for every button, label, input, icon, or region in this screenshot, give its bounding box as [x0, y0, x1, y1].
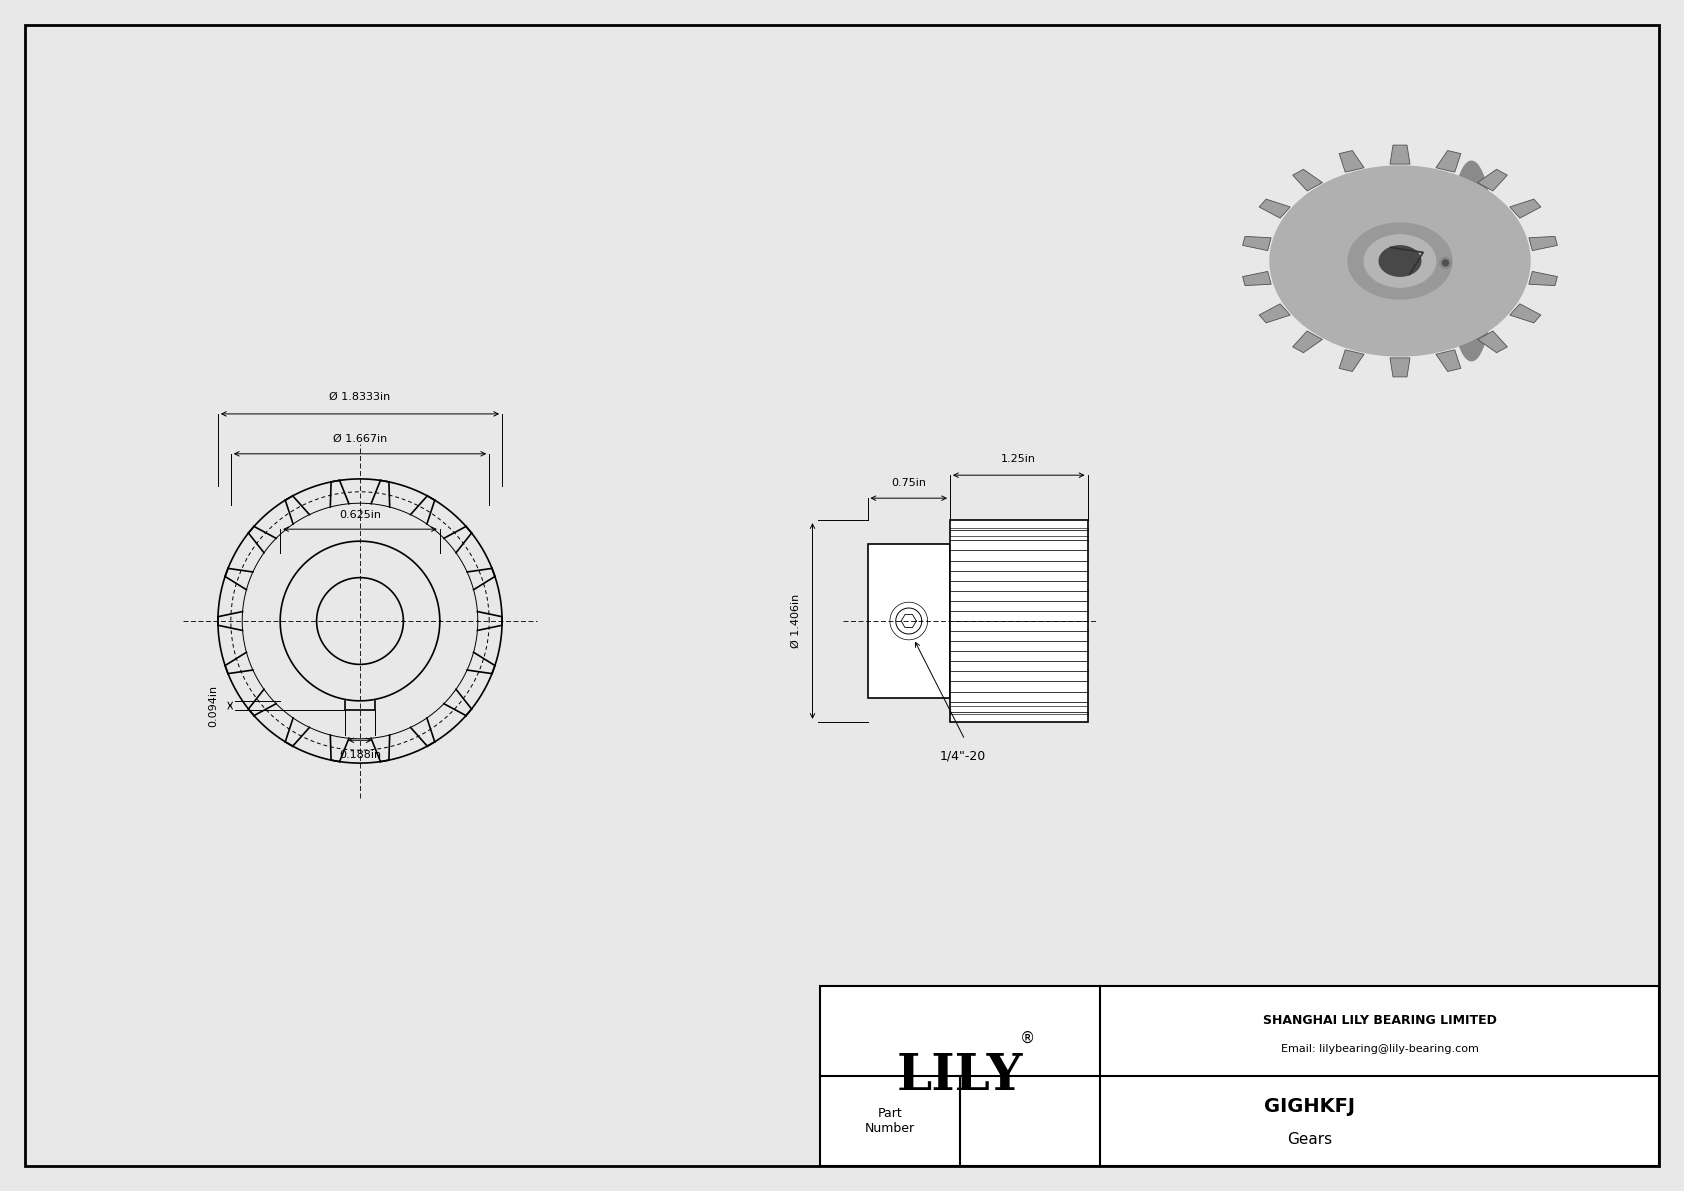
Bar [820, 986, 1659, 1166]
Polygon shape [1243, 272, 1271, 286]
Polygon shape [1436, 350, 1460, 372]
Polygon shape [1339, 350, 1364, 372]
Ellipse shape [1364, 235, 1436, 287]
Text: Part
Number: Part Number [866, 1106, 914, 1135]
Polygon shape [1293, 331, 1322, 353]
Text: 0.625in: 0.625in [338, 510, 381, 520]
Polygon shape [1293, 169, 1322, 191]
Text: Gears: Gears [1287, 1131, 1332, 1147]
Text: Ø 1.8333in: Ø 1.8333in [330, 392, 391, 401]
Polygon shape [1477, 169, 1507, 191]
Text: Ø 1.667in: Ø 1.667in [333, 434, 387, 444]
Polygon shape [1243, 236, 1271, 250]
Polygon shape [1477, 331, 1507, 353]
Text: 0.75in: 0.75in [891, 478, 926, 488]
Text: Email: lilybearing@lily-bearing.com: Email: lilybearing@lily-bearing.com [1280, 1045, 1479, 1054]
Text: 0.094in: 0.094in [209, 685, 219, 727]
Text: 1/4"-20: 1/4"-20 [940, 750, 987, 762]
Ellipse shape [1379, 245, 1421, 276]
Polygon shape [1436, 150, 1460, 173]
Text: SHANGHAI LILY BEARING LIMITED: SHANGHAI LILY BEARING LIMITED [1263, 1015, 1497, 1028]
Circle shape [1440, 257, 1452, 268]
Text: 1.25in: 1.25in [1002, 454, 1036, 464]
Polygon shape [1529, 272, 1558, 286]
Text: Ø 1.406in: Ø 1.406in [790, 594, 800, 648]
Text: ®: ® [1021, 1030, 1036, 1046]
Polygon shape [1511, 304, 1541, 323]
Text: LILY: LILY [898, 1052, 1024, 1100]
Polygon shape [1389, 145, 1410, 164]
Polygon shape [1511, 199, 1541, 218]
Polygon shape [1260, 199, 1290, 218]
Ellipse shape [1448, 161, 1494, 361]
Ellipse shape [1270, 166, 1531, 356]
Polygon shape [1389, 358, 1410, 376]
Text: GIGHKFJ: GIGHKFJ [1265, 1097, 1356, 1116]
Polygon shape [1260, 304, 1290, 323]
Ellipse shape [1347, 223, 1452, 299]
Bar [867, 543, 950, 698]
Text: 0.188in: 0.188in [338, 750, 381, 760]
Polygon shape [1339, 150, 1364, 173]
Bar [950, 520, 1088, 722]
Circle shape [1443, 260, 1448, 266]
Polygon shape [1529, 236, 1558, 250]
